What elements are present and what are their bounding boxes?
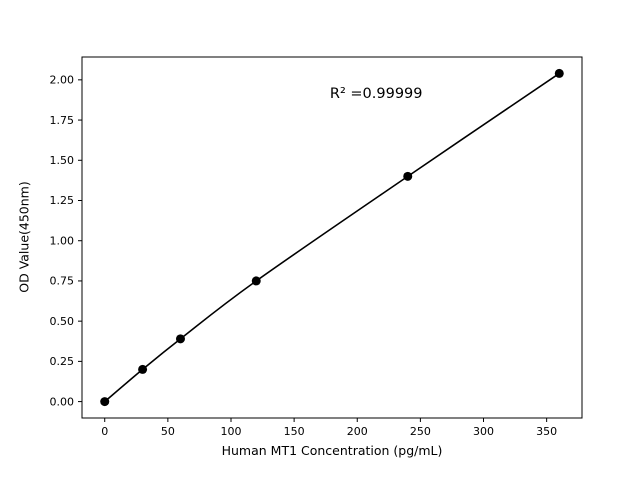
- y-tick-label: 1.25: [50, 194, 75, 207]
- y-tick-label: 0.25: [50, 355, 75, 368]
- x-tick-label: 150: [284, 425, 305, 438]
- y-tick-label: 0.00: [50, 395, 75, 408]
- data-point: [100, 397, 110, 407]
- r-squared-annotation: R² =0.99999: [329, 86, 423, 103]
- y-tick-label: 2.00: [50, 74, 75, 87]
- data-point: [554, 68, 564, 78]
- data-series: [100, 68, 564, 407]
- y-tick-label: 1.00: [50, 234, 75, 247]
- x-tick-label: 100: [220, 425, 241, 438]
- data-point: [175, 334, 185, 344]
- x-tick-label: 300: [473, 425, 494, 438]
- y-tick-label: 0.50: [50, 315, 75, 328]
- x-axis-label: Human MT1 Concentration (pg/mL): [221, 443, 443, 458]
- x-tick-label: 0: [101, 425, 108, 438]
- data-point: [403, 171, 413, 181]
- data-point: [251, 276, 261, 286]
- plot-border: [81, 56, 583, 419]
- x-tick-label: 200: [347, 425, 368, 438]
- y-tick-label: 1.75: [50, 114, 75, 127]
- x-tick-label: 250: [410, 425, 431, 438]
- data-point: [138, 364, 148, 374]
- fit-line: [104, 72, 560, 403]
- y-axis: 0.00 0.25 0.50 0.75 1.00 1.25 1.50 1.75 2.00: [50, 74, 82, 408]
- x-tick-label: 50: [161, 425, 175, 438]
- x-tick-label: 350: [536, 425, 557, 438]
- y-tick-label: 1.50: [50, 154, 75, 167]
- y-tick-label: 0.75: [50, 275, 75, 288]
- x-axis: 0 50 100 150 200 250 300 350: [101, 418, 557, 438]
- y-axis-label: OD Value(450nm): [16, 181, 32, 293]
